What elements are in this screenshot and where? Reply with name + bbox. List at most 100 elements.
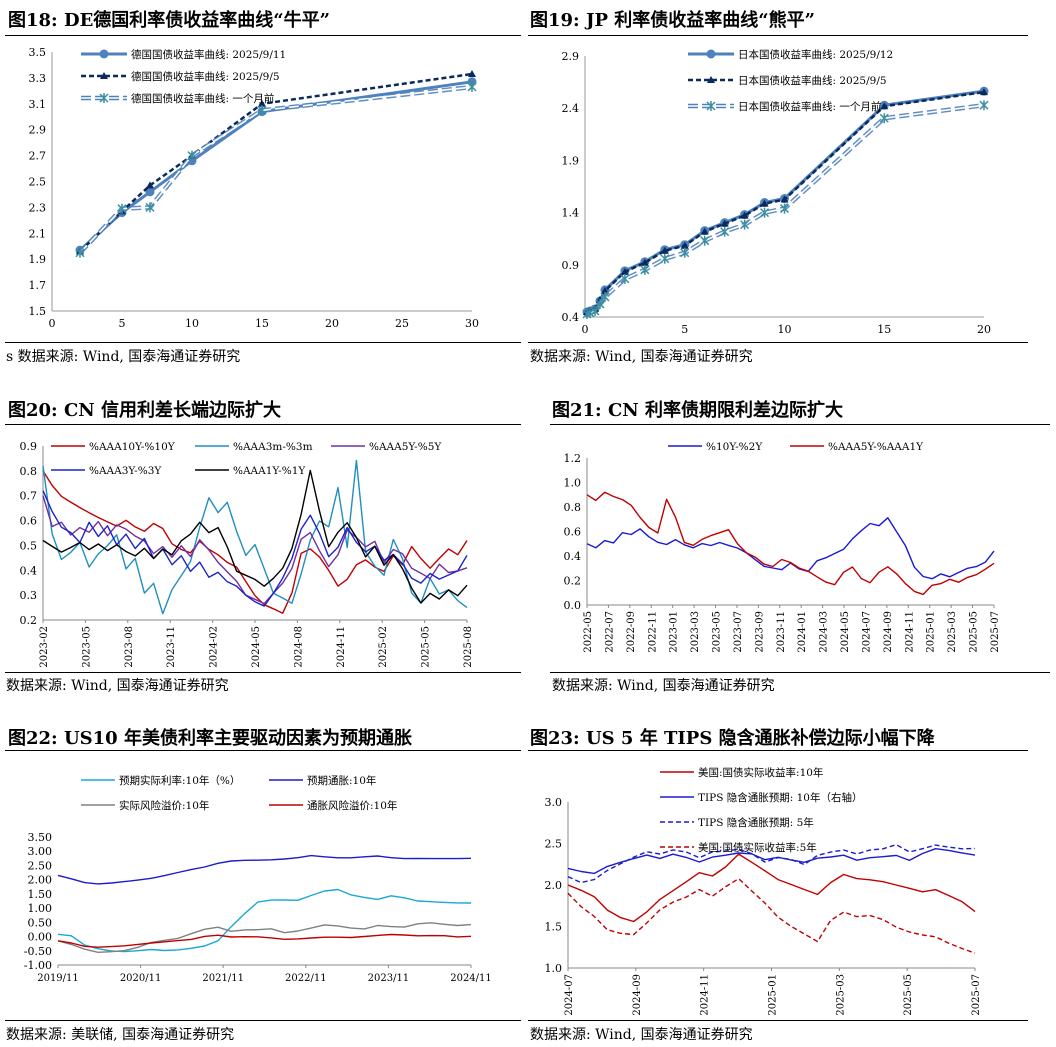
- fig19-ytick-label: 1.9: [562, 154, 580, 167]
- fig23-ytick-label: 2.5: [545, 838, 563, 851]
- fig19-point-triangle: [640, 258, 649, 266]
- fig18-bottom-rule: [5, 342, 521, 343]
- fig20-xtick-label: 2025-02: [378, 626, 389, 668]
- fig22-top-rule: [5, 750, 521, 751]
- fig22-bottom-rule: [5, 1020, 521, 1021]
- fig19-point-triangle: [760, 199, 769, 207]
- fig19-point-star: [879, 113, 889, 124]
- fig20-ytick-label: 0.6: [20, 515, 38, 528]
- fig22-xtick-label: 2021/11: [202, 973, 244, 984]
- fig22-ytick-label: 1.50: [28, 888, 53, 901]
- fig19-point-star: [640, 264, 650, 275]
- fig23-title: 图23: US 5 年 TIPS 隐含通胀补偿边际小幅下降: [530, 728, 935, 749]
- fig18-ytick-label: 2.9: [29, 124, 47, 137]
- fig21-xtick-label: 2023-09: [754, 611, 765, 653]
- fig19-point-star: [680, 247, 690, 258]
- fig19-point-triangle: [707, 76, 715, 83]
- fig22-legend-label: 实际风险溢价:10年: [119, 799, 209, 812]
- fig18-ytick-label: 1.9: [29, 253, 47, 266]
- fig21-ytick-label: 0.0: [564, 599, 582, 612]
- fig18-xtick-label: 5: [119, 317, 126, 330]
- fig22-xtick-label: 2023/11: [368, 973, 410, 984]
- fig21-xtick-label: 2024-01: [797, 611, 808, 653]
- fig22-xtick-label: 2024/11: [450, 973, 492, 984]
- fig22-source: 数据来源: 美联储, 国泰海通证券研究: [6, 1027, 235, 1043]
- fig22-legend-label: 通胀风险溢价:10年: [307, 799, 397, 812]
- fig20-series-line: [42, 495, 468, 605]
- fig19-top-rule: [528, 35, 1028, 36]
- fig19-ytick-label: 2.4: [562, 102, 580, 115]
- fig21-ytick-label: 1.2: [564, 452, 582, 465]
- fig19-point-star: [706, 101, 716, 111]
- fig21-xtick-label: 2025-07: [990, 611, 1001, 653]
- fig22-ytick-label: 1.00: [28, 902, 53, 915]
- fig21-xtick-label: 2022-11: [647, 611, 658, 653]
- fig21-xtick-label: 2024-05: [840, 611, 851, 653]
- fig21-source: 数据来源: Wind, 国泰海通证券研究: [552, 678, 775, 694]
- fig19-point-star: [740, 219, 750, 230]
- fig19-legend-label: 日本国债收益率曲线: 2025/9/5: [738, 74, 887, 87]
- fig19-point-star: [700, 235, 710, 246]
- fig23-xtick-label: 2024-09: [632, 974, 643, 1016]
- fig21-xtick-label: 2023-03: [690, 611, 701, 653]
- fig20-series-line: [42, 490, 468, 607]
- fig18-xtick-label: 15: [255, 317, 269, 330]
- fig23-xtick-label: 2024-11: [700, 974, 711, 1016]
- fig18-top-rule: [5, 35, 521, 36]
- fig20-ytick-label: 0.8: [20, 465, 38, 478]
- fig18-xtick-label: 20: [325, 317, 339, 330]
- fig21-ytick-label: 0.8: [564, 501, 582, 514]
- fig20-chart: 0.2 0.3 0.4 0.5 0.6 0.7 0.8 0.9 2023-02 2023-05 20…: [20, 440, 475, 668]
- fig20-legend-label: %AAA10Y-%10Y: [89, 441, 176, 453]
- fig19-series-line-inner: [586, 104, 985, 315]
- fig22-series-line: [57, 854, 472, 885]
- fig23-series-line: [567, 878, 976, 954]
- fig18-point-circle: [145, 187, 155, 197]
- fig18-ytick-label: 1.5: [29, 305, 47, 318]
- fig19-ytick-label: 1.4: [562, 207, 580, 220]
- fig18-point-triangle: [258, 99, 266, 107]
- fig21-xtick-label: 2023-01: [669, 611, 680, 653]
- fig22-legend-label: 预期通胀:10年: [307, 774, 376, 787]
- fig20-xtick-label: 2024-08: [293, 626, 304, 668]
- fig21-xtick-label: 2025-01: [926, 611, 937, 653]
- fig21-xtick-label: 2023-05: [712, 611, 723, 653]
- fig23-source: 数据来源: Wind, 国泰海通证券研究: [530, 1027, 753, 1043]
- fig18-point-star: [467, 81, 477, 92]
- fig21-ytick-label: 0.6: [564, 526, 582, 539]
- fig20-ytick-label: 0.7: [20, 490, 38, 503]
- fig22-ytick-label: 3.50: [28, 831, 53, 844]
- fig19-series-line: [586, 90, 985, 314]
- fig20-ytick-label: 0.5: [20, 539, 38, 552]
- fig21-xtick-label: 2023-07: [733, 611, 744, 653]
- fig20-series-line: [42, 459, 468, 615]
- fig23-chart: 1.0 1.5 2.0 2.5 3.0 2024-07 2024-09 2024-11 2025…: [545, 766, 983, 1016]
- fig20-series-line: [42, 469, 468, 604]
- fig19-point-triangle: [740, 211, 749, 219]
- fig19-ytick-label: 2.9: [562, 50, 580, 63]
- fig19-point-triangle: [980, 88, 988, 96]
- fig22-xtick-label: 2020/11: [120, 973, 162, 984]
- fig23-series-line: [567, 843, 976, 884]
- fig23-bottom-rule: [528, 1020, 1028, 1021]
- fig19-point-triangle: [680, 241, 689, 249]
- fig20-xtick-label: 2024-11: [336, 626, 347, 668]
- fig19-point-star: [590, 305, 600, 316]
- fig21-legend-label: %AAA5Y-%AAA1Y: [828, 441, 924, 453]
- fig19-chart: 0.4 0.9 1.4 1.9 2.4 2.9 0 5 10 15 20 日本国债收益率曲线: 202…: [562, 48, 992, 336]
- fig18-point-star: [75, 247, 85, 258]
- fig19-point-star: [595, 298, 605, 309]
- fig20-bottom-rule: [5, 672, 521, 673]
- fig21-title: 图21: CN 利率债期限利差边际扩大: [552, 400, 844, 421]
- fig21-xtick-label: 2022-09: [626, 611, 637, 653]
- fig20-top-rule: [5, 424, 521, 425]
- fig22-ytick-label: 2.00: [28, 874, 53, 887]
- fig20-xtick-label: 2024-05: [251, 626, 262, 668]
- fig20-ytick-label: 0.9: [20, 440, 38, 453]
- fig23-xtick-label: 2025-01: [768, 974, 779, 1016]
- fig23-ytick-label: 1.5: [545, 921, 563, 934]
- fig18-ytick-label: 3.5: [29, 46, 47, 59]
- fig20-legend-label: %AAA3m-%3m: [233, 441, 313, 453]
- fig19-xtick-label: 20: [977, 323, 991, 336]
- fig19-point-circle: [706, 49, 716, 59]
